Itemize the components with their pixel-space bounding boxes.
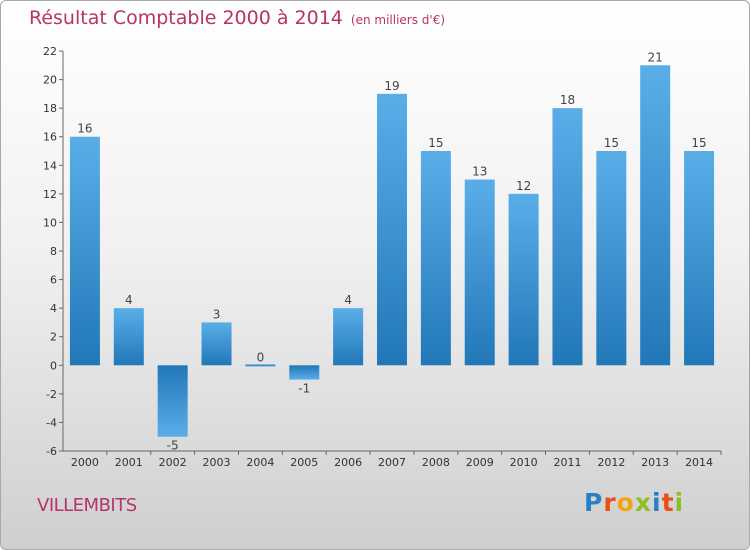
y-tick-label: 0 [50, 359, 57, 372]
title-main: Résultat Comptable 2000 à 2014 [29, 7, 343, 29]
bar [640, 65, 671, 366]
bar [596, 151, 627, 366]
x-tick-label: 2008 [422, 456, 450, 469]
logo-letter: x [634, 488, 652, 517]
x-tick-label: 2013 [641, 456, 669, 469]
logo-letter: i [674, 488, 685, 517]
y-tick-label: 22 [43, 45, 57, 58]
logo-letter: t [661, 488, 675, 517]
y-tick-label: -4 [46, 416, 57, 429]
data-label: 13 [472, 165, 487, 179]
data-label: -5 [167, 439, 179, 453]
x-tick-label: 2014 [685, 456, 713, 469]
bar [157, 365, 188, 437]
bar [684, 151, 715, 366]
y-tick-label: 14 [43, 159, 57, 172]
x-tick-label: 2012 [597, 456, 625, 469]
data-label: 15 [428, 136, 443, 150]
x-tick-label: 2001 [115, 456, 143, 469]
bar [420, 151, 451, 366]
data-label: -1 [298, 382, 310, 396]
data-label: 19 [384, 79, 399, 93]
x-tick-label: 2010 [510, 456, 538, 469]
x-tick-label: 2003 [203, 456, 231, 469]
y-tick-label: -2 [46, 388, 57, 401]
y-tick-label: 10 [43, 216, 57, 229]
title-subtitle: (en milliers d'€) [350, 13, 446, 27]
x-tick-label: 2004 [246, 456, 274, 469]
data-label: 21 [648, 50, 663, 64]
y-tick-label: 4 [50, 302, 57, 315]
x-tick-label: 2002 [159, 456, 187, 469]
data-label: 16 [77, 122, 92, 136]
bar [377, 93, 407, 366]
data-label: 3 [213, 307, 221, 321]
bar [201, 322, 232, 366]
y-tick-label: 2 [50, 331, 57, 344]
proxiti-logo: Proxiti [584, 488, 684, 517]
x-tick-label: 2009 [466, 456, 494, 469]
x-tick-label: 2011 [553, 456, 581, 469]
bars [69, 65, 715, 437]
place-name: VILLEMBITS [37, 495, 137, 516]
data-label: 0 [257, 350, 265, 364]
x-tick-label: 2007 [378, 456, 406, 469]
bar [333, 308, 364, 366]
chart-title: Résultat Comptable 2000 à 2014 (en millie… [29, 7, 445, 29]
data-label: 15 [604, 136, 619, 150]
logo-letter: r [603, 488, 617, 517]
y-tick-label: 16 [43, 131, 57, 144]
bar [69, 136, 100, 366]
bar [464, 179, 495, 366]
y-tick-label: 6 [50, 274, 57, 287]
bar [508, 193, 539, 366]
y-tick-label: 8 [50, 245, 57, 258]
y-tick-label: 18 [43, 102, 57, 115]
x-tick-label: 2006 [334, 456, 362, 469]
x-tick-label: 2005 [290, 456, 318, 469]
bar [113, 308, 144, 366]
axes: -6 -4 -2 0 2 4 6 8 10 12 14 16 18 20 22 2000 2001 2002 200… [43, 45, 722, 469]
y-tick-label: 12 [43, 188, 57, 201]
x-tick-label: 2000 [71, 456, 99, 469]
data-label: 15 [691, 136, 706, 150]
y-tick-label: 20 [43, 74, 57, 87]
bar [245, 364, 276, 367]
logo-letter: i [652, 488, 662, 517]
bar [552, 108, 583, 366]
data-label: 4 [344, 293, 352, 307]
data-labels: 16 4 -5 3 0 -1 4 19 15 13 12 18 15 21 15 [77, 50, 706, 452]
y-tick-label: -6 [46, 445, 57, 458]
bar [289, 365, 320, 380]
logo-letter: o [616, 488, 635, 517]
data-label: 12 [516, 179, 531, 193]
data-label: 4 [125, 293, 133, 307]
logo-letter: P [584, 488, 604, 517]
data-label: 18 [560, 93, 575, 107]
